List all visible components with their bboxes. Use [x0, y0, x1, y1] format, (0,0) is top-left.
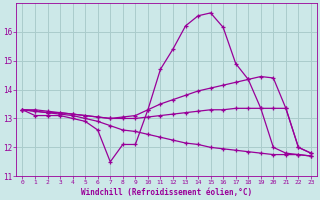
X-axis label: Windchill (Refroidissement éolien,°C): Windchill (Refroidissement éolien,°C)	[81, 188, 252, 197]
